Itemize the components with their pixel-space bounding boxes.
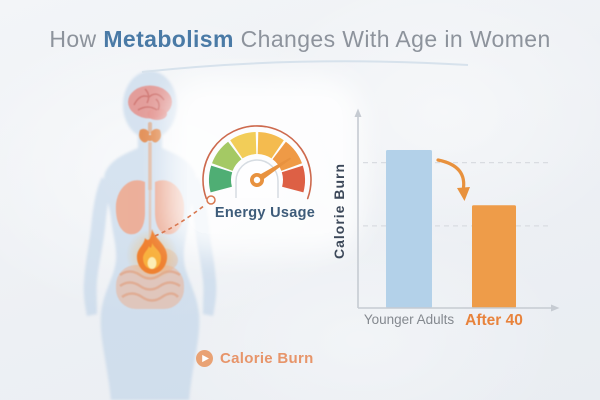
bar-after-40 [472,205,516,308]
thyroid-icon [139,122,161,143]
calorie-burn-chart: Younger Adults After 40 Calorie Burn [331,108,560,329]
brain-icon [128,85,172,120]
title-suffix: Changes With Age in Women [233,26,551,52]
title-prefix: How [49,26,104,52]
x-axis-arrow-icon [551,304,560,312]
energy-usage-label: Energy Usage [214,205,316,221]
flame-icon [126,229,178,281]
legend-label: Calorie Burn [220,350,314,367]
play-icon[interactable] [196,350,213,367]
gauge-outer-arc [202,125,312,200]
y-axis-arrow-icon [354,108,362,117]
y-axis-label: Calorie Burn [331,163,347,259]
gauge-segments [208,132,306,193]
calorie-burn-legend[interactable]: Calorie Burn [196,350,314,367]
category-label-younger-adults: Younger Adults [364,312,455,327]
page-title: How Metabolism Changes With Age in Women [0,26,600,53]
bar-younger-adults [386,150,432,308]
gauge-needle-icon [250,157,291,187]
category-label-after-40: After 40 [465,312,523,329]
energy-gauge [202,125,312,200]
title-highlight: Metabolism [103,26,234,52]
decline-arrow-icon [436,158,470,201]
